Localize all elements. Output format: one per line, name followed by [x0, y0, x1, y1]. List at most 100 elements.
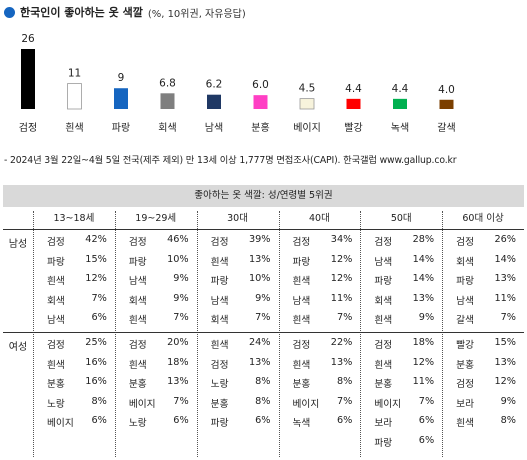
value-label-빨강: 4.4 — [345, 83, 362, 95]
color-name: 흰색 — [374, 359, 393, 371]
column-header: 60대 이상 — [462, 213, 504, 224]
color-name: 검정 — [47, 340, 65, 351]
value-label-남색: 6.2 — [206, 79, 223, 91]
color-name: 남색 — [292, 295, 311, 307]
value-label-분홍: 6.0 — [252, 79, 269, 91]
percent-value: 11% — [412, 376, 435, 387]
percent-value: 8% — [91, 395, 107, 407]
percent-value: 9% — [500, 395, 516, 407]
table-title: 좋아하는 옷 색깔: 성/연령별 5위권 — [3, 185, 524, 207]
color-name: 회색 — [128, 295, 147, 307]
color-name: 검정 — [292, 340, 311, 351]
bar-흰색 — [67, 83, 82, 110]
percent-value: 25% — [85, 337, 107, 348]
color-name: 분홍 — [374, 379, 393, 390]
percent-value: 6% — [91, 312, 107, 323]
color-name: 흰색 — [47, 276, 65, 287]
percent-value: 12% — [494, 376, 516, 387]
color-name: 회색 — [210, 315, 229, 326]
percent-value: 9% — [255, 292, 271, 304]
color-name: 파랑 — [374, 276, 393, 287]
percent-value: 6% — [418, 434, 435, 446]
color-name: 파랑 — [47, 256, 65, 268]
percent-value: 18% — [412, 337, 435, 348]
percent-value: 8% — [500, 415, 516, 426]
table-cell: 흰색 24% 검정 13% 노랑 8% 분홍 8% 파랑 6% — [211, 335, 271, 433]
percent-value: 13% — [248, 356, 271, 368]
column-header-row: 13~18세 19~29세 30대 40대 50대 60대 이상 — [3, 211, 524, 227]
percent-value: 13% — [330, 356, 353, 368]
color-name: 파랑 — [210, 276, 229, 287]
category-label-검정: 검정 — [19, 122, 37, 134]
percent-value: 15% — [85, 253, 107, 265]
percent-value: 6% — [418, 415, 435, 426]
bar-회색 — [160, 93, 175, 109]
color-name: 분홍 — [47, 379, 65, 390]
category-label-베이지: 베이지 — [293, 122, 321, 134]
percent-value: 6% — [91, 415, 107, 426]
percent-value: 9% — [173, 292, 189, 304]
color-name: 보라 — [456, 398, 474, 410]
color-name: 노랑 — [128, 418, 147, 429]
color-name: 분홍 — [128, 379, 147, 390]
table-cell: 검정 20% 흰색 18% 분홍 13% 베이지 7% 노랑 6% — [129, 335, 189, 433]
color-name: 검정 — [292, 237, 311, 248]
category-label-파랑: 파랑 — [112, 122, 130, 134]
chart-subtitle: (%, 10위권, 자유응답) — [147, 8, 246, 20]
percent-value: 28% — [412, 234, 435, 245]
table-cell: 검정 22% 흰색 13% 분홍 8% 베이지 7% 녹색 6% — [293, 335, 353, 433]
category-label-흰색: 흰색 — [65, 122, 83, 134]
bar-검정 — [21, 49, 35, 109]
source-note: - 2024년 3월 22일~4월 5일 전국(제주 제외) 만 13세 이상 … — [4, 155, 457, 166]
table-cell: 검정 25% 흰색 16% 분홍 16% 노랑 8% 베이지 6% — [47, 335, 107, 433]
percent-value: 22% — [330, 337, 353, 348]
column-divider — [196, 211, 198, 457]
column-header: 50대 — [390, 213, 412, 224]
table-cell: 검정 46% 파랑 10% 남색 9% 회색 9% 흰색 7% — [129, 232, 189, 330]
column-header: 19~29세 — [135, 213, 177, 224]
category-label-빨강: 빨강 — [344, 122, 362, 134]
chart-title: 한국인이 좋아하는 옷 색깔 — [20, 6, 143, 19]
color-name: 노랑 — [210, 379, 229, 390]
bullet-dot-icon — [4, 6, 15, 18]
percent-value: 12% — [330, 273, 353, 284]
color-name: 남색 — [210, 295, 229, 307]
percent-value: 13% — [167, 376, 189, 387]
color-name: 녹색 — [292, 418, 311, 429]
color-name: 파랑 — [128, 256, 147, 268]
color-name: 흰색 — [374, 315, 393, 326]
category-label-녹색: 녹색 — [391, 122, 409, 134]
percent-value: 14% — [412, 273, 435, 284]
color-name: 갈색 — [456, 315, 474, 326]
color-name: 검정 — [128, 237, 147, 248]
percent-value: 42% — [85, 234, 107, 245]
column-divider — [360, 211, 362, 457]
color-name: 분홍 — [292, 379, 311, 390]
percent-value: 16% — [85, 376, 107, 387]
color-name: 파랑 — [456, 276, 474, 287]
percent-value: 12% — [330, 253, 353, 265]
color-name: 회색 — [374, 295, 393, 307]
table-cell: 검정 42% 파랑 15% 흰색 12% 회색 7% 남색 6% — [47, 232, 107, 330]
category-label-회색: 회색 — [158, 122, 176, 134]
color-name: 회색 — [456, 256, 474, 268]
color-name: 검정 — [47, 237, 65, 248]
color-name: 베이지 — [47, 418, 74, 429]
color-name: 검정 — [210, 237, 229, 248]
table-cell: 검정 39% 흰색 13% 파랑 10% 남색 9% 회색 7% — [211, 232, 271, 330]
category-label-분홍: 분홍 — [251, 121, 269, 134]
percent-value: 13% — [494, 273, 516, 284]
color-name: 남색 — [456, 295, 474, 307]
percent-value: 7% — [336, 395, 353, 407]
percent-value: 12% — [412, 356, 435, 368]
row-divider — [3, 229, 524, 230]
percent-value: 34% — [330, 234, 353, 245]
column-divider — [278, 211, 280, 457]
color-name: 남색 — [47, 315, 65, 326]
color-name: 흰색 — [456, 418, 474, 429]
color-name: 파랑 — [292, 256, 311, 268]
color-name: 검정 — [456, 237, 474, 248]
percent-value: 14% — [412, 253, 435, 265]
bar-빨강 — [346, 98, 361, 109]
percent-value: 10% — [167, 253, 189, 265]
